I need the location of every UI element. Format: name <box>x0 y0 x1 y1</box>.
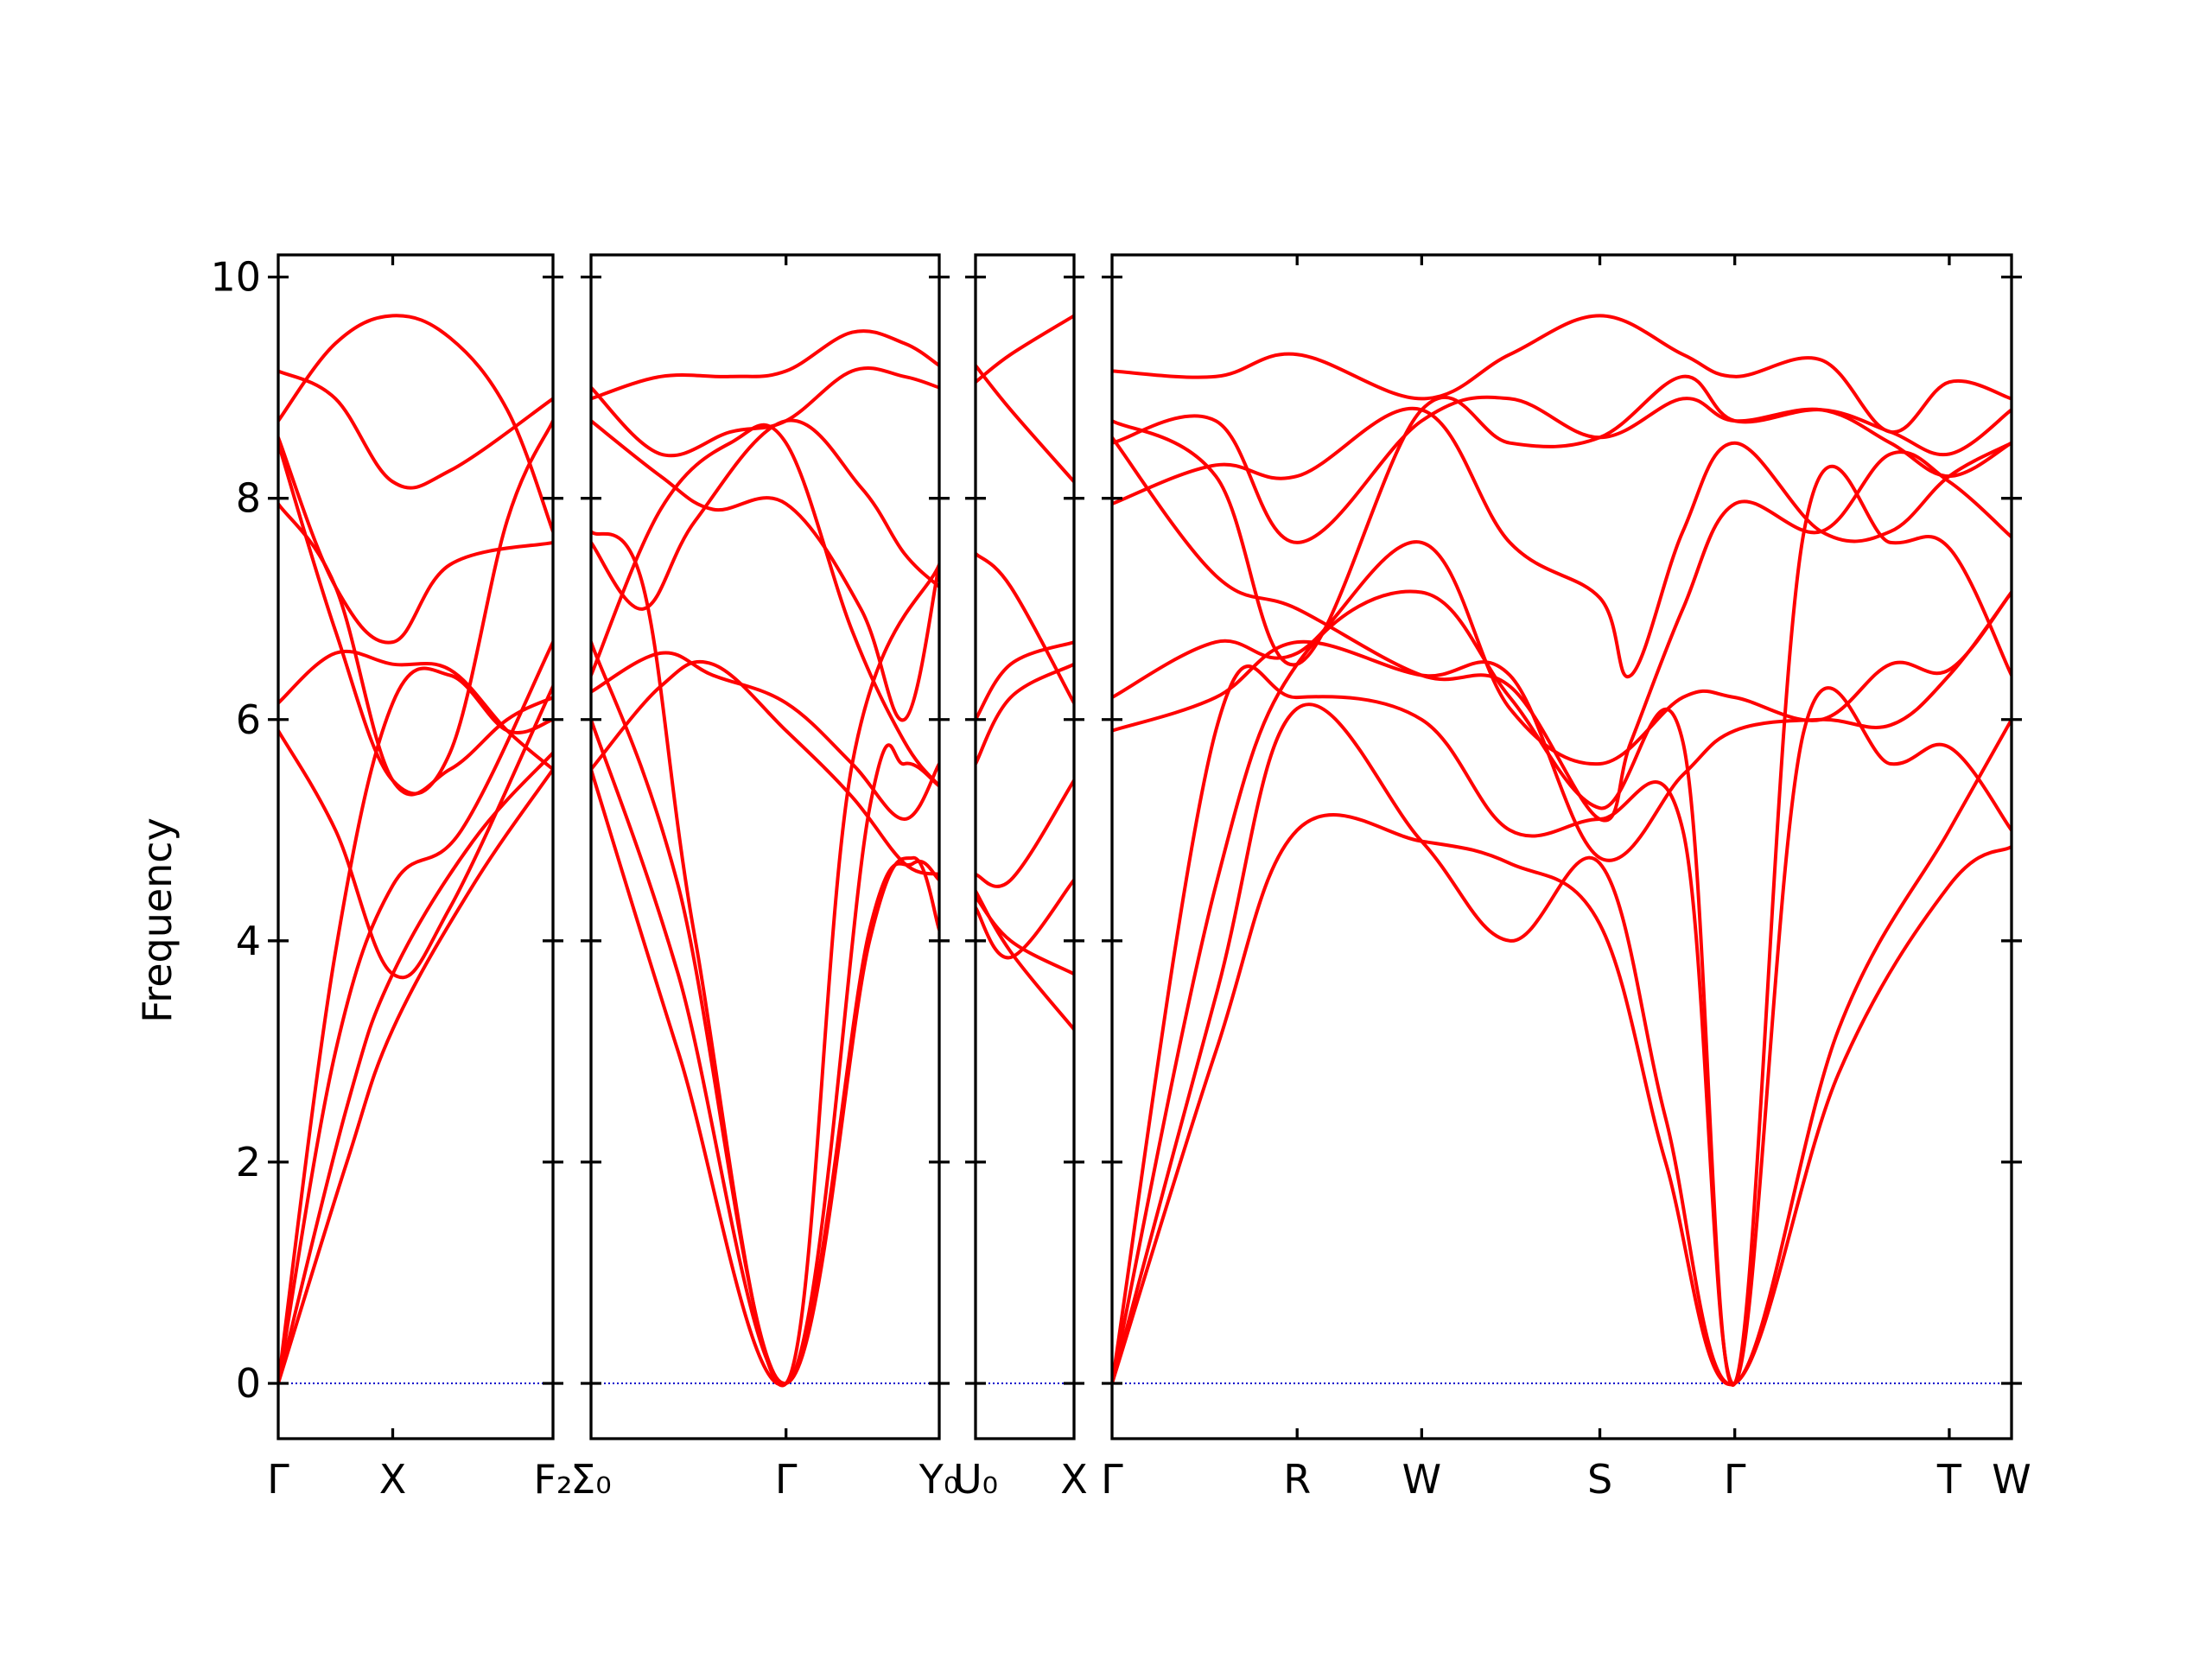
panel-1-band-6 <box>278 649 553 772</box>
panel-4-band-7 <box>1112 406 2012 679</box>
panel-3: U₀ X <box>953 253 1088 1503</box>
x-tick-label: Y₀ <box>918 1456 960 1503</box>
x-tick-label: S <box>1587 1456 1612 1503</box>
x-tick-label: U₀ <box>953 1456 998 1503</box>
panel-4-band-9 <box>1112 374 2012 667</box>
panel-2-band-8 <box>591 419 939 722</box>
y-tick-label: 4 <box>236 918 261 964</box>
y-tick-label: 8 <box>236 475 261 522</box>
panel-3-plot-area <box>976 314 1074 1384</box>
panel-4-band-10 <box>1112 314 2012 434</box>
panel-2-band-9 <box>591 423 939 788</box>
panel-3-band-3 <box>976 878 1074 960</box>
panel-2-band-5 <box>591 659 939 876</box>
panel-3-band-6 <box>976 640 1074 721</box>
panel-4-frame <box>1110 253 2013 1440</box>
panel-1-band-9 <box>278 369 553 490</box>
panel-1-band-2 <box>278 751 553 1385</box>
x-tick-label: W <box>1402 1456 1441 1503</box>
x-tick-label: X <box>1060 1456 1088 1503</box>
panel-1-band-4 <box>278 666 553 1385</box>
panel-3-band-1 <box>976 889 1074 1032</box>
panel-3-band-5 <box>976 662 1074 766</box>
y-tick-label: 6 <box>236 696 261 743</box>
x-tick-label: F₂ <box>534 1456 573 1503</box>
panel-1-band-8 <box>278 435 553 645</box>
panel-3-frame <box>974 253 1076 1440</box>
y-tick-label: 0 <box>236 1360 261 1407</box>
panel-2-band-3 <box>591 640 939 1386</box>
panel-4-band-11 <box>1112 395 2012 544</box>
panel-2-band-10 <box>591 329 939 401</box>
panel-2-band-11 <box>591 366 939 458</box>
x-tick-label: X <box>379 1456 407 1503</box>
panel-1-band-11 <box>278 419 553 796</box>
panel-2: Σ₀ Γ Y₀ <box>570 253 960 1503</box>
panel-1-band-3 <box>278 640 553 1385</box>
panel-2-band-6 <box>591 651 939 821</box>
panel-3-band-9 <box>976 364 1074 484</box>
panel-4-band-1 <box>1112 812 2012 1387</box>
panel-2-band-2 <box>591 717 939 1385</box>
x-tick-label: Σ₀ <box>570 1456 612 1503</box>
panel-1-band-5 <box>278 684 553 980</box>
panel-2-plot-area <box>591 329 939 1388</box>
x-tick-label: W <box>1992 1456 2031 1503</box>
panel-4-band-4 <box>1112 464 2012 1388</box>
panel-4-band-8 <box>1112 435 2012 823</box>
panel-4-band-6 <box>1112 540 2012 766</box>
panel-3-band-7 <box>976 551 1074 705</box>
panel-1-plot-area <box>278 314 553 1385</box>
panel-4-plot-area <box>1112 314 2012 1388</box>
panel-2-frame <box>589 253 941 1440</box>
panel-4-band-2 <box>1112 702 2012 1386</box>
x-tick-label: R <box>1283 1456 1311 1503</box>
panel-4-band-5 <box>1112 590 2012 862</box>
x-tick-label: Γ <box>1724 1456 1746 1503</box>
panel-1-band-10 <box>278 314 553 534</box>
x-tick-label: Γ <box>775 1456 798 1503</box>
x-tick-label: Γ <box>267 1456 289 1503</box>
panel-1-band-1 <box>278 767 553 1385</box>
y-axis-label: Frequency <box>134 817 181 1023</box>
panel-1: Γ X F₂ 0 2 4 6 8 10 <box>210 253 573 1503</box>
y-tick-label: 2 <box>236 1139 261 1185</box>
panel-3-band-4 <box>976 779 1074 888</box>
panel-3-band-2 <box>976 894 1074 976</box>
panel-1-frame <box>276 253 555 1440</box>
panel-3-band-8 <box>976 314 1074 385</box>
y-tick-label: 10 <box>210 254 261 301</box>
x-tick-label: T <box>1936 1456 1962 1503</box>
x-tick-label: Γ <box>1101 1456 1123 1503</box>
